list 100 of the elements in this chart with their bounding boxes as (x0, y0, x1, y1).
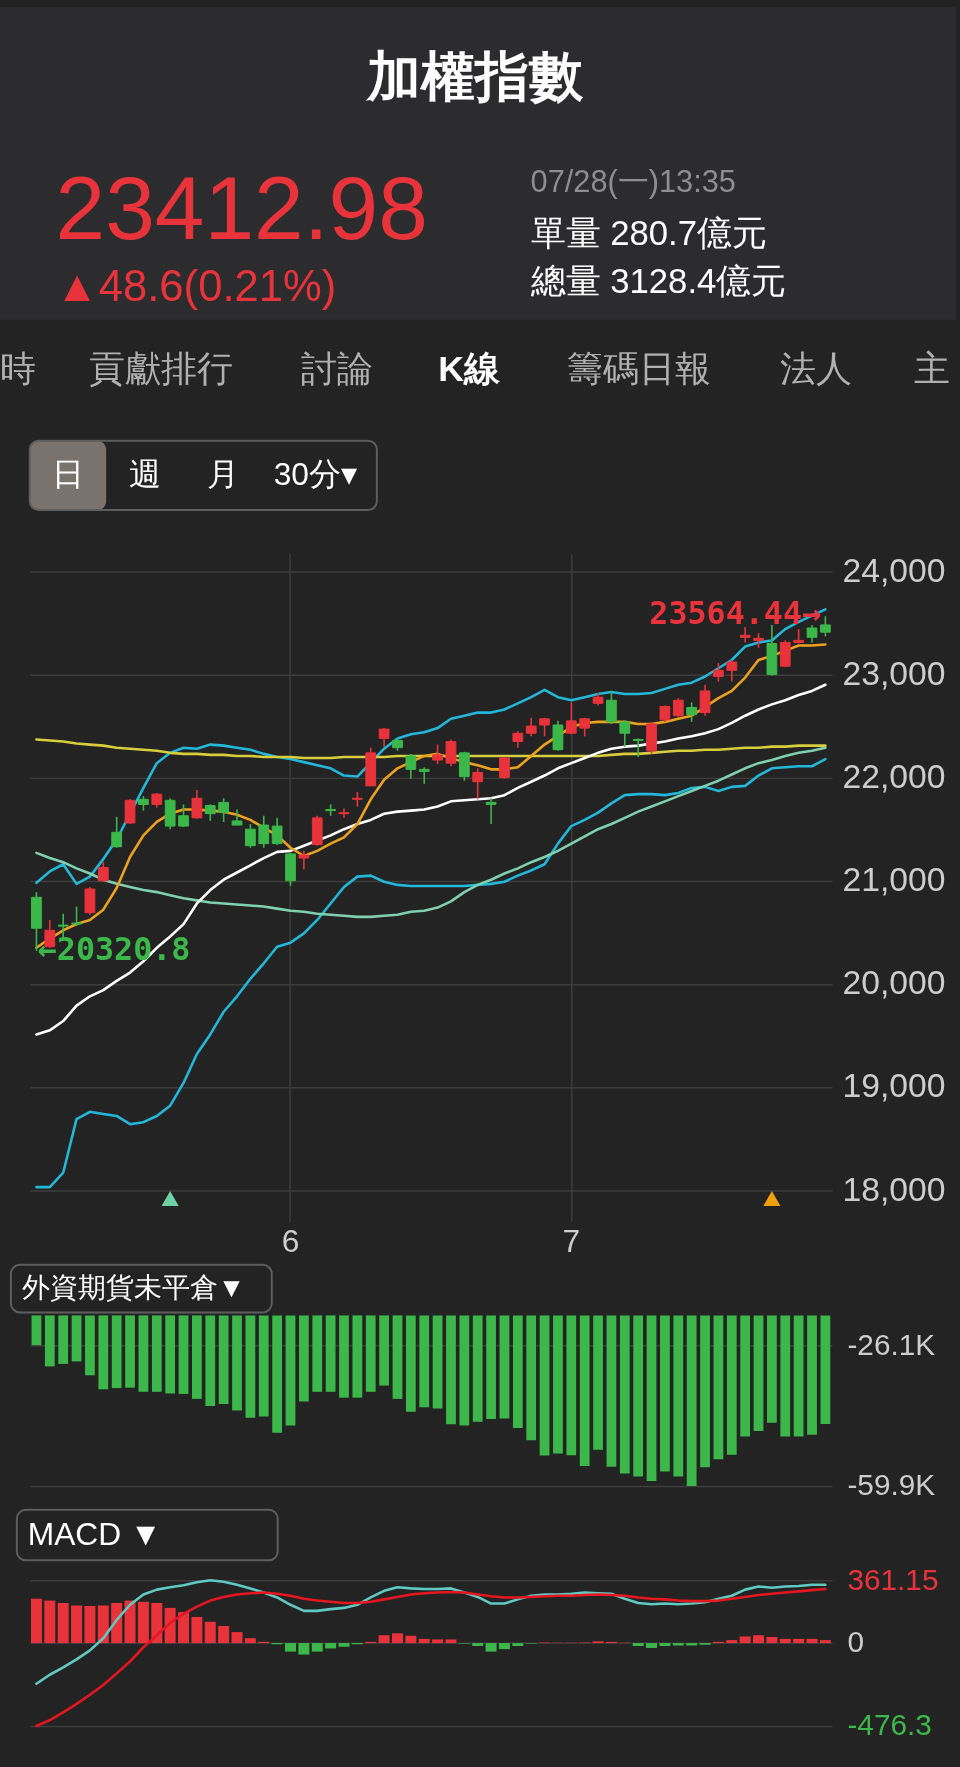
candlestick (378, 727, 390, 748)
bar (191, 1616, 203, 1644)
bar (766, 1636, 778, 1644)
text: 貢獻排行 (89, 349, 234, 390)
candlestick (405, 753, 417, 780)
line-series (35, 746, 827, 919)
x-tick-label: 7 (562, 1223, 581, 1260)
candlestick (191, 789, 203, 820)
line-series (35, 683, 827, 1036)
candlestick (445, 738, 457, 768)
candlestick (84, 886, 96, 916)
bar (672, 1643, 684, 1646)
y-tick-label: 21,000 (842, 860, 946, 899)
candlestick (338, 807, 350, 819)
y-tick-label: -26.1K (847, 1327, 936, 1361)
bar (686, 1643, 698, 1646)
text: 單量 280.7億元 (530, 214, 768, 253)
bar (311, 1643, 323, 1652)
bar (405, 1635, 417, 1644)
y-tick-label: 19,000 (842, 1066, 946, 1105)
candlestick (97, 861, 109, 883)
candlestick (686, 701, 698, 723)
bar (753, 1635, 764, 1644)
text: 07/28(一)13:35 (530, 163, 736, 199)
bar (298, 1643, 310, 1655)
bar (285, 1643, 296, 1652)
candlestick (525, 716, 537, 738)
line-series (35, 757, 827, 1189)
bar (392, 1633, 403, 1644)
bar (218, 1626, 230, 1644)
text: 法人 (779, 349, 852, 390)
y-tick-label: 24,000 (842, 550, 946, 589)
bar (244, 1638, 256, 1644)
candlestick (632, 737, 644, 758)
chart-title: 外資期貨未平倉▼ (21, 1271, 246, 1303)
y-tick-label: 0 (847, 1625, 864, 1659)
candlestick (726, 659, 738, 683)
chart-title: MACD ▼ (27, 1516, 162, 1553)
bar (137, 1601, 149, 1644)
bar (418, 1638, 430, 1644)
text: 主 (914, 349, 951, 390)
bar (44, 1600, 56, 1644)
y-tick-label: -59.9K (847, 1468, 936, 1502)
text: 日 (52, 456, 85, 493)
bar (151, 1603, 163, 1644)
text: 30分▾ (273, 456, 358, 493)
candlestick (606, 690, 617, 725)
candlestick (472, 767, 484, 801)
bar (726, 1640, 738, 1644)
bar (378, 1635, 390, 1644)
bar (124, 1600, 136, 1644)
bar (632, 1643, 644, 1647)
candlestick (111, 816, 123, 849)
bar (472, 1643, 484, 1647)
bar (793, 1638, 805, 1644)
candlestick (820, 615, 831, 638)
bar (30, 1598, 42, 1644)
y-tick-label: 23,000 (842, 653, 946, 692)
candlestick (218, 797, 230, 823)
candlestick (418, 766, 430, 785)
bar (71, 1605, 83, 1644)
bar (338, 1643, 350, 1647)
y-tick-label: -476.3 (847, 1708, 932, 1742)
line-series (35, 1587, 827, 1728)
annotation: 23564.44→ (649, 595, 822, 632)
candlestick (713, 662, 724, 683)
text: 週 (128, 456, 161, 493)
candlestick (298, 850, 310, 871)
candlestick (271, 817, 283, 846)
text: 討論 (301, 349, 374, 390)
bar (498, 1643, 510, 1650)
candlestick (739, 626, 751, 644)
text: 時 (0, 349, 36, 390)
candlestick (432, 743, 443, 765)
bar (84, 1605, 96, 1644)
text: ▲48.6(0.21%) (55, 261, 337, 310)
bar (325, 1643, 337, 1649)
y-tick-label: 18,000 (842, 1169, 946, 1208)
candlestick (71, 905, 82, 927)
bar (485, 1643, 497, 1652)
bar (512, 1643, 524, 1647)
text: 總量 3128.4億元 (529, 261, 787, 300)
y-tick-label: 22,000 (842, 757, 946, 796)
text: 籌碼日報 (567, 349, 712, 390)
text: 23412.98 (55, 158, 428, 259)
bar (164, 1607, 176, 1644)
bar (178, 1612, 190, 1644)
bar (445, 1639, 457, 1644)
bar (57, 1603, 69, 1644)
candlestick (565, 701, 577, 736)
bar (231, 1632, 243, 1644)
y-tick-label: 20,000 (842, 963, 946, 1002)
candlestick (779, 639, 791, 669)
candlestick (485, 797, 497, 825)
bar (432, 1639, 444, 1644)
text: 月 (207, 456, 240, 493)
candlestick (619, 720, 631, 748)
candlestick (672, 697, 684, 718)
bar (659, 1643, 671, 1647)
y-tick-label: 361.15 (847, 1562, 939, 1596)
